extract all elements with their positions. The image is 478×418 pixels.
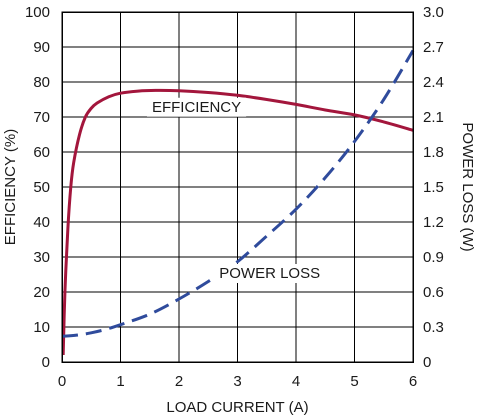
y-left-tick-label: 10 <box>33 319 50 336</box>
plot-frame <box>61 11 414 363</box>
x-tick-label: 2 <box>175 373 183 390</box>
x-tick-label: 4 <box>292 373 300 390</box>
y-right-tick-label: 0.9 <box>423 249 444 266</box>
y-right-tick-label: 0.6 <box>423 284 444 301</box>
y-right-tick-label: 3.0 <box>423 4 444 21</box>
efficiency-line <box>61 88 414 356</box>
power-loss-line <box>61 49 415 338</box>
x-tick-label: 0 <box>58 373 66 390</box>
y-left-tick-label: 30 <box>33 249 50 266</box>
y-right-tick-label: 0 <box>423 354 431 371</box>
power-loss-label: POWER LOSS <box>219 265 320 282</box>
y-left-tick-label: 90 <box>33 39 50 56</box>
x-tick-label: 5 <box>350 373 358 390</box>
y-left-tick-label: 70 <box>33 109 50 126</box>
y-left-tick-label: 50 <box>33 179 50 196</box>
y-right-tick-label: 1.2 <box>423 214 444 231</box>
efficiency-label: EFFICIENCY <box>152 99 241 116</box>
x-axis-title: LOAD CURRENT (A) <box>166 399 308 416</box>
series-layer <box>61 49 415 356</box>
y-left-tick-label: 80 <box>33 74 50 91</box>
y-left-tick-label: 100 <box>25 4 50 21</box>
y-right-tick-label: 2.7 <box>423 39 444 56</box>
y-right-tick-label: 0.3 <box>423 319 444 336</box>
y-left-tick-label: 60 <box>33 144 50 161</box>
gridlines <box>62 12 413 362</box>
tick-labels: 0 1 2 3 4 5 6010203040506070809010000.30.60.91… <box>25 4 444 390</box>
annotation-background <box>214 264 326 283</box>
y-right-tick-label: 2.4 <box>423 74 444 91</box>
y-axis-title-right: POWER LOSS (W) <box>459 122 476 251</box>
annotation-background <box>146 97 247 117</box>
y-left-tick-label: 20 <box>33 284 50 301</box>
x-tick-label: 6 <box>409 373 417 390</box>
y-right-tick-label: 2.1 <box>423 109 444 126</box>
y-right-tick-label: 1.5 <box>423 179 444 196</box>
y-axis-title-left: EFFICIENCY (%) <box>2 129 19 245</box>
y-right-tick-label: 1.8 <box>423 144 444 161</box>
y-left-tick-label: 0 <box>42 354 50 371</box>
x-tick-label: 1 <box>116 373 124 390</box>
y-left-tick-label: 40 <box>33 214 50 231</box>
x-tick-label: 3 <box>233 373 241 390</box>
annotations: EFFICIENCY POWER LOSS <box>146 97 326 283</box>
